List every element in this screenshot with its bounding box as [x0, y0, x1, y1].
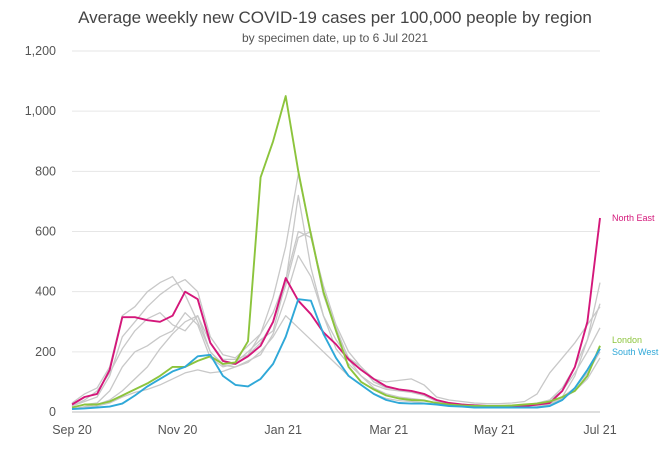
x-tick-label: Mar 21: [369, 423, 408, 437]
y-axis-ticks: 0 200 400 600 800 1,000 1,200: [25, 44, 56, 419]
series-line-south-west: [71, 298, 601, 410]
series-line-london: [71, 95, 601, 409]
x-tick-label: Jul 21: [583, 423, 616, 437]
y-tick-label: 400: [35, 285, 56, 299]
series-label-north-east: North East: [612, 213, 655, 223]
series-labels: North East London South West: [612, 213, 659, 357]
x-tick-label: Jan 21: [264, 423, 302, 437]
series-line-other-region: [71, 230, 601, 407]
y-tick-label: 600: [35, 225, 56, 239]
y-tick-label: 1,200: [25, 44, 56, 58]
x-tick-label: May 21: [474, 423, 515, 437]
series-line-other-region: [71, 173, 601, 409]
y-tick-label: 0: [49, 405, 56, 419]
chart-subtitle: by specimen date, up to 6 Jul 2021: [241, 31, 429, 45]
grid-layer: [72, 50, 600, 413]
series-label-london: London: [612, 335, 642, 345]
series-line-other-region: [71, 254, 601, 405]
y-tick-label: 800: [35, 164, 56, 178]
chart-title: Average weekly new COVID-19 cases per 10…: [78, 8, 592, 27]
x-tick-label: Sep 20: [52, 423, 92, 437]
series-line-other-region: [71, 194, 601, 408]
x-axis-ticks: Sep 20 Nov 20 Jan 21 Mar 21 May 21 Jul 21: [52, 423, 617, 437]
x-tick-label: Nov 20: [158, 423, 198, 437]
y-tick-label: 1,000: [25, 104, 56, 118]
series-label-south-west: South West: [612, 347, 659, 357]
series-line-north-east: [71, 217, 601, 407]
series-layer: [71, 95, 601, 410]
y-tick-label: 200: [35, 345, 56, 359]
